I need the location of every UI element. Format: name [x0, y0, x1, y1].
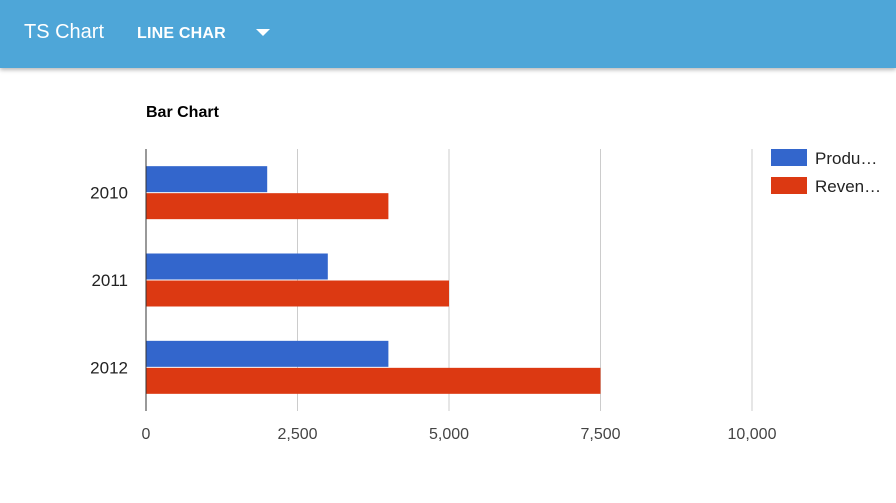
- bar-chart: Bar Chart 2010 2011 2012 0 2,500 5,000 7,500 10,…: [90, 104, 881, 443]
- chart-type-dropdown[interactable]: LINE CHAR: [124, 12, 284, 54]
- x-tick-label: 10,000: [728, 426, 777, 443]
- app-title: TS Chart: [24, 21, 105, 43]
- chevron-down-icon: [256, 29, 270, 36]
- x-tick-label: 2,500: [277, 426, 317, 443]
- x-tick-label: 5,000: [429, 426, 469, 443]
- y-tick-label: 2011: [91, 271, 128, 290]
- legend-label: Produ…: [815, 149, 877, 168]
- app-bar: TS Chart LINE CHAR: [0, 0, 896, 68]
- x-tick-label: 7,500: [580, 426, 620, 443]
- legend-label: Reven…: [815, 177, 881, 196]
- bar: [146, 280, 449, 307]
- chart-title: Bar Chart: [146, 104, 220, 121]
- y-tick-label: 2012: [90, 358, 128, 377]
- legend-swatch: [771, 149, 807, 166]
- bar: [146, 193, 389, 220]
- bar: [146, 367, 601, 394]
- bar: [146, 253, 328, 280]
- y-tick-label: 2010: [90, 184, 128, 203]
- chart-area: Bar Chart 2010 2011 2012 0 2,500 5,000 7,500 10,…: [0, 68, 896, 498]
- bar: [146, 166, 268, 193]
- x-tick-label: 0: [142, 426, 151, 443]
- legend-swatch: [771, 177, 807, 194]
- bar: [146, 340, 389, 367]
- chart-type-selected-value: LINE CHAR: [137, 25, 226, 42]
